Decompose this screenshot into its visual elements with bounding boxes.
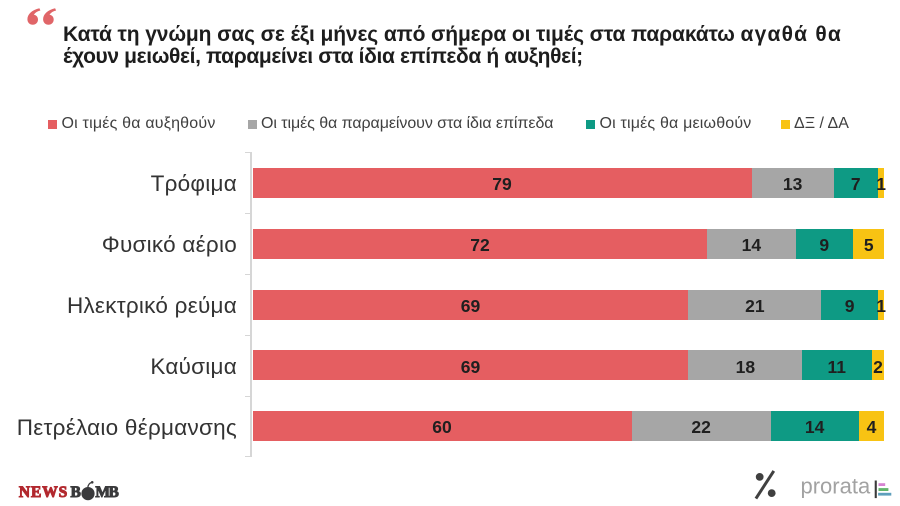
svg-text:MB: MB	[95, 484, 118, 501]
svg-text:prorata: prorata	[801, 474, 871, 499]
svg-text:B: B	[71, 484, 81, 501]
svg-text:NEWS: NEWS	[19, 484, 68, 501]
